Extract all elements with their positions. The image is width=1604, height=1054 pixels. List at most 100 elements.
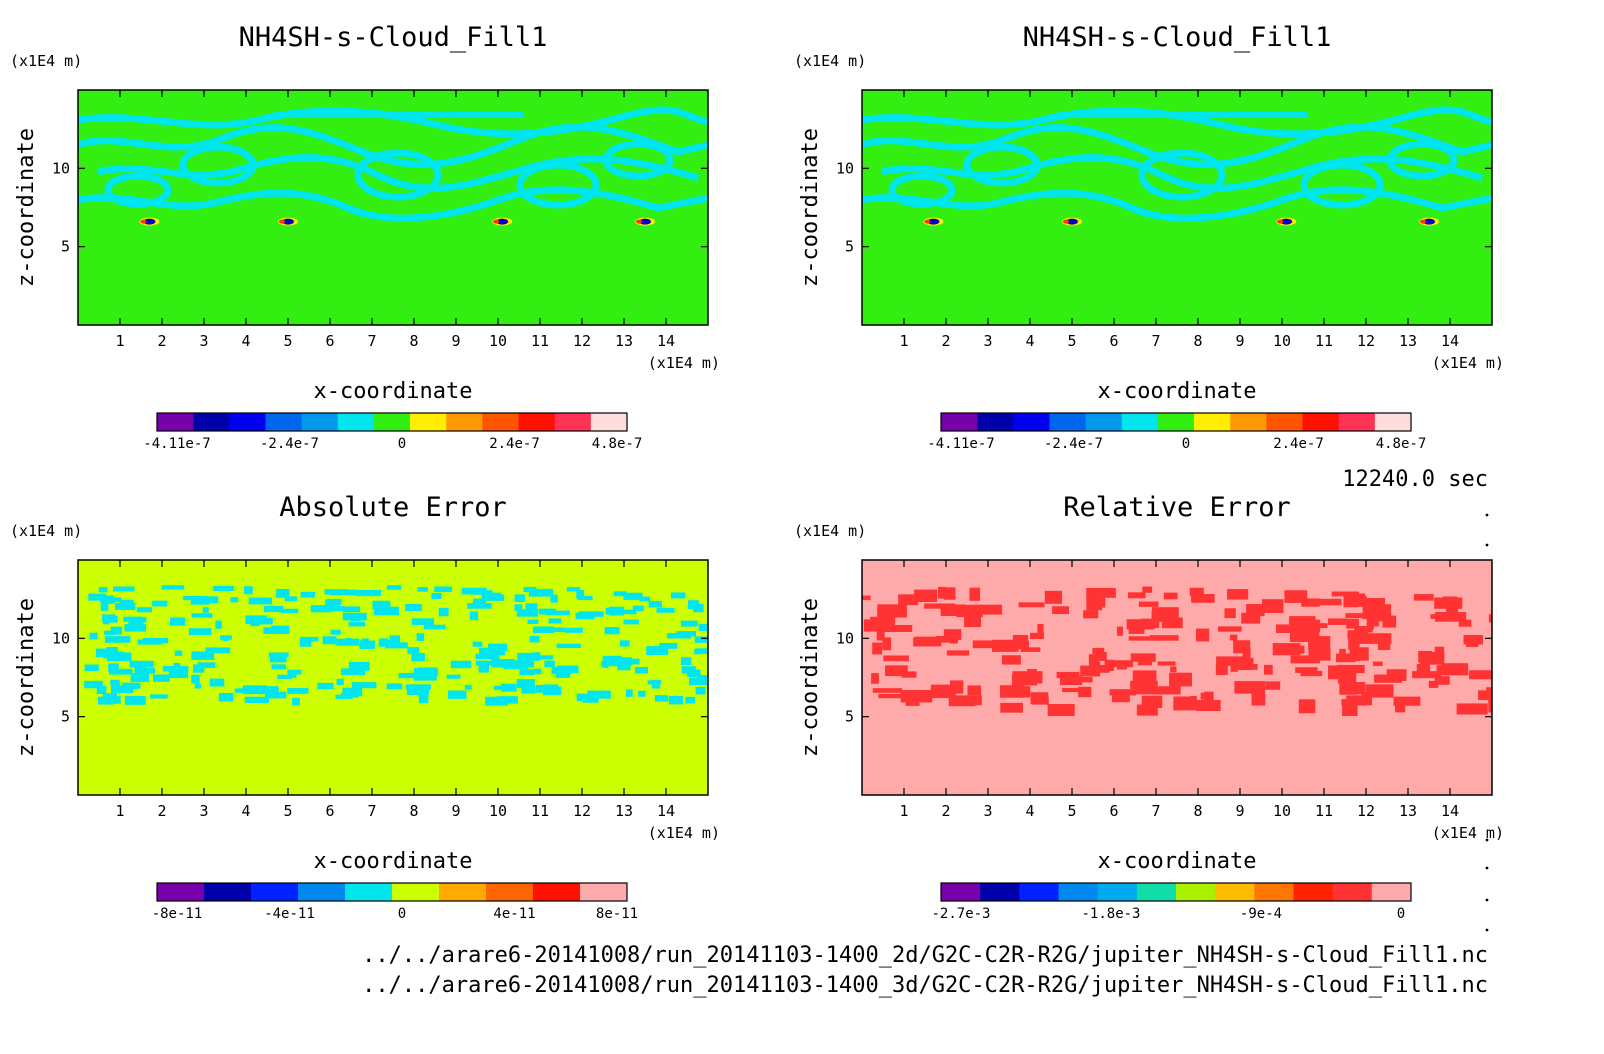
- error-patch: [1091, 664, 1110, 673]
- error-patch: [416, 633, 425, 641]
- error-patch: [668, 696, 684, 705]
- error-patch: [475, 660, 502, 666]
- colorbar-swatch: [373, 413, 411, 431]
- spot-inner: [639, 218, 651, 225]
- x-tick-label: 1: [899, 802, 908, 820]
- colorbar-swatch: [941, 413, 978, 431]
- error-patch: [351, 682, 377, 689]
- error-patch: [271, 625, 290, 634]
- error-patch: [1272, 643, 1301, 656]
- error-patch: [205, 647, 231, 654]
- error-patch: [481, 592, 502, 599]
- colorbar-swatch: [482, 413, 520, 431]
- x-tick-label: 9: [451, 802, 460, 820]
- x-tick-label: 9: [451, 332, 460, 350]
- colorbar-swatch: [941, 883, 981, 901]
- x-tick-label: 7: [367, 802, 376, 820]
- error-patch: [89, 632, 98, 640]
- x-tick-label: 2: [941, 332, 950, 350]
- colorbar-swatch: [301, 413, 339, 431]
- error-patch: [384, 642, 408, 649]
- error-patch: [1012, 634, 1029, 644]
- error-patch: [1374, 674, 1403, 683]
- spot-edge: [493, 219, 500, 224]
- x-tick-label: 7: [1151, 802, 1160, 820]
- colorbar-swatch: [1302, 413, 1340, 431]
- contour-loop: [888, 172, 956, 208]
- spot-inner: [143, 218, 156, 225]
- spot-edge: [636, 219, 642, 224]
- x-tick-label: 13: [615, 332, 633, 350]
- colorbar-swatch: [1293, 883, 1334, 901]
- error-patch: [1234, 681, 1265, 694]
- error-patch: [516, 679, 535, 688]
- error-patch: [1078, 686, 1092, 698]
- error-patch: [1109, 689, 1137, 696]
- marker-dot: [1485, 866, 1489, 870]
- error-patch: [647, 680, 662, 685]
- error-patch: [555, 671, 571, 678]
- error-patch: [1312, 623, 1328, 629]
- error-patch: [914, 589, 938, 603]
- x-axis-label: x-coordinate: [314, 379, 473, 404]
- field-pattern: [84, 585, 708, 706]
- error-patch: [284, 596, 297, 602]
- y-unit-label: (x1E4 m): [10, 522, 82, 540]
- error-patch: [411, 618, 435, 625]
- colorbar-frame: [156, 882, 628, 902]
- error-patch: [108, 668, 133, 675]
- plot-frame: [77, 559, 709, 796]
- error-patch: [948, 696, 976, 707]
- x-tick-label: 12: [573, 802, 591, 820]
- panel-cloud-right: NH4SH-s-Cloud_Fill1(x1E4 m)(x1E4 m)1 2 3 4 5…: [794, 22, 1504, 452]
- panel-title: Absolute Error: [279, 492, 507, 523]
- error-patch: [687, 669, 701, 677]
- error-patch: [1458, 619, 1472, 627]
- error-patch: [423, 624, 446, 630]
- error-patch: [245, 615, 268, 625]
- contour-loop: [602, 140, 674, 180]
- error-patch: [1149, 635, 1179, 641]
- colorbar-swatch: [204, 883, 252, 901]
- error-patch: [548, 618, 562, 624]
- time-stamp: 12240.0 sec: [1342, 467, 1488, 492]
- error-patch: [1130, 680, 1158, 690]
- error-patch: [1116, 661, 1127, 670]
- x-axis-label: x-coordinate: [1098, 379, 1257, 404]
- plot-frame: [861, 89, 1493, 326]
- error-patch: [1224, 608, 1236, 619]
- error-patch: [194, 683, 202, 689]
- field-pattern: [862, 106, 1492, 226]
- error-patch: [1371, 615, 1396, 622]
- error-patch: [544, 660, 555, 668]
- error-patch: [1486, 687, 1492, 696]
- error-patch: [386, 585, 402, 590]
- error-patch: [292, 697, 300, 706]
- error-patch: [1300, 670, 1323, 677]
- error-patch: [680, 657, 692, 666]
- error-patch: [110, 679, 120, 686]
- error-patch: [300, 591, 316, 598]
- error-patch: [263, 605, 284, 613]
- colorbar-swatch: [439, 883, 487, 901]
- error-patch: [1354, 626, 1373, 633]
- error-patch: [654, 695, 669, 702]
- error-patch: [1265, 681, 1281, 690]
- error-patch: [1229, 634, 1238, 641]
- error-patch: [1249, 663, 1258, 670]
- x-tick-label: 14: [1441, 332, 1459, 350]
- error-patch: [1157, 661, 1176, 666]
- error-patch: [493, 685, 509, 691]
- error-patch: [1346, 695, 1369, 703]
- colorbar: -8e-11 -4e-11 0 4e-11 8e-11: [152, 882, 638, 922]
- error-patch: [576, 590, 584, 599]
- error-patch: [872, 688, 902, 693]
- error-patch: [646, 646, 669, 656]
- error-patch: [1062, 687, 1085, 693]
- error-patch: [549, 627, 566, 633]
- colorbar-frame: [156, 412, 628, 432]
- plot-frame: [861, 559, 1493, 796]
- error-patch: [1218, 626, 1242, 632]
- error-patch: [503, 660, 529, 670]
- x-tick-label: 3: [199, 332, 208, 350]
